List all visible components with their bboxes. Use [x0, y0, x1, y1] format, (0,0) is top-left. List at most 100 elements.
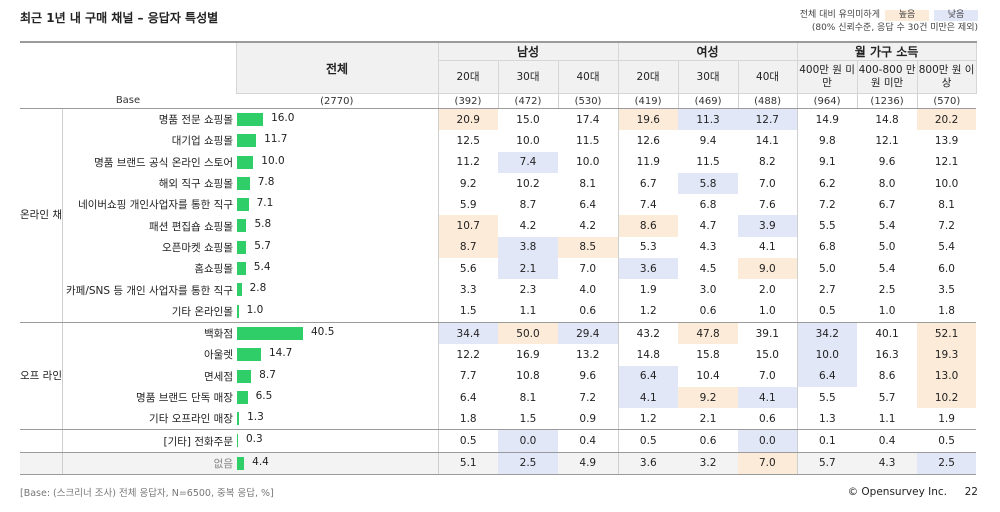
total-bar-cell: 2.8: [236, 279, 438, 300]
row-label: 면세점: [204, 370, 233, 383]
col-header: 40대: [737, 60, 798, 94]
table-row: 네이버쇼핑 개인사업자를 통한 직구 7.1 5.9 8.7 6.4 7.4 6.8 7.6 7…: [20, 194, 976, 216]
value-cell: 1.9: [617, 279, 679, 301]
value-cell: 8.2: [758, 156, 776, 169]
total-bar: [237, 134, 257, 148]
value-cell: 5.8: [678, 172, 739, 195]
value-cell: 0.4: [857, 429, 918, 453]
table-row: 패션 편집숍 쇼핑몰 5.8 10.7 4.2 4.2 8.6 4.7 3.9 5.5 5.4 7.…: [20, 215, 976, 237]
value-cell: 12.5: [437, 130, 498, 152]
value-cell: 20.2: [917, 108, 977, 131]
value-cell: 8.6: [617, 215, 679, 237]
value-cell: 19.3: [917, 344, 977, 366]
value-cell: 3.9: [738, 215, 798, 237]
header-blank: [20, 41, 236, 94]
value-cell: 2.1: [498, 258, 558, 280]
group-header-income: 월 가구 소득: [796, 41, 977, 61]
value-cell: 10.8: [516, 370, 540, 383]
significance-legend: 전체 대비 유의미하게 높음 낮음 (80% 신뢰수준, 응답 수 30건 미만…: [800, 9, 978, 35]
row-label: 없음: [62, 452, 236, 476]
value-cell: 47.8: [678, 322, 739, 345]
table-row: [기타] 전화주문 0.3 0.5 0.0 0.4 0.5 0.6 0.0 0.1 0.4 0.5: [20, 429, 977, 453]
value-cell: 3.6: [617, 258, 679, 280]
purchase-channel-table: 전체 남성 여성 월 가구 소득 20대 30대 40대 20대 30대 40대…: [20, 41, 977, 476]
base-total: (2770): [236, 93, 438, 109]
table-row: 기타 온라인몰 1.0 1.5 1.1 0.6 1.2 0.6 1.0 0.5 1.0 1.8: [20, 300, 977, 323]
value-cell: 11.5: [576, 134, 600, 147]
base-value: (472): [497, 93, 558, 109]
value-cell: 34.2: [796, 322, 858, 345]
total-bar-cell: 7.8: [236, 173, 438, 194]
value-cell: 5.1: [437, 452, 498, 476]
footnote: [Base: (스크리너 조사) 전체 응답자, N=6500, 중복 응답, …: [20, 488, 274, 499]
value-cell: 4.2: [519, 220, 537, 233]
table-row: 아울렛 14.7 12.2 16.9 13.2 14.8 15.8 15.0 10.0 16.3 1…: [20, 344, 977, 366]
value-cell: 1.2: [617, 408, 679, 431]
value-cell: 52.1: [917, 322, 977, 345]
value-cell: 5.5: [796, 386, 858, 409]
row-label: 대기업 쇼핑몰: [171, 135, 233, 148]
value-cell: 7.0: [758, 177, 776, 190]
blank-cell: [20, 429, 63, 453]
value-cell: 5.9: [437, 194, 498, 216]
total-bar: [237, 240, 247, 254]
value-cell: 6.7: [617, 172, 679, 195]
row-label: [기타] 전화주문: [62, 429, 236, 453]
value-cell: 0.9: [558, 408, 619, 431]
value-cell: 7.2: [796, 194, 858, 216]
legend-high-swatch: 높음: [885, 10, 929, 21]
value-cell: 15.0: [516, 113, 540, 126]
value-cell: 0.6: [558, 300, 619, 323]
value-cell: 20.9: [437, 108, 498, 131]
total-bar: [237, 369, 252, 383]
value-cell: 2.3: [519, 284, 537, 297]
row-label: 오픈마켓 쇼핑몰: [162, 241, 233, 254]
row-label: 카페/SNS 등 개인 사업자를 통한 직구: [66, 284, 233, 297]
value-cell: 12.6: [617, 130, 679, 152]
row-label: 명품 전문 쇼핑몰: [158, 114, 233, 127]
value-cell: 10.0: [516, 134, 540, 147]
value-cell: 12.1: [875, 134, 899, 147]
value-cell: 3.0: [699, 284, 717, 297]
total-value: 4.4: [252, 455, 269, 468]
value-cell: 3.5: [938, 284, 955, 297]
value-cell: 13.9: [934, 134, 959, 147]
value-cell: 7.4: [498, 151, 558, 173]
value-cell: 9.6: [878, 156, 896, 169]
total-value: 2.8: [249, 282, 267, 295]
value-cell: 7.4: [617, 194, 679, 216]
value-cell: 8.0: [878, 177, 896, 190]
value-cell: 6.8: [796, 236, 858, 259]
value-cell: 5.4: [878, 262, 896, 275]
value-cell: 0.5: [617, 429, 679, 453]
row-label: 명품 브랜드 단독 매장: [136, 392, 233, 404]
value-cell: 12.7: [738, 108, 798, 131]
total-value: 5.4: [253, 261, 271, 274]
value-cell: 14.8: [617, 344, 679, 366]
total-bar-cell: 5.8: [236, 215, 438, 236]
value-cell: 4.5: [699, 262, 717, 275]
value-cell: 1.8: [917, 300, 977, 323]
total-value: 7.1: [256, 197, 274, 210]
value-cell: 8.6: [878, 370, 896, 383]
total-bar: [237, 219, 247, 233]
value-cell: 16.3: [875, 348, 899, 361]
value-cell: 5.7: [796, 452, 858, 476]
value-cell: 9.1: [796, 151, 858, 173]
row-label: 홈쇼핑몰: [194, 263, 233, 276]
value-cell: 10.2: [516, 177, 540, 190]
total-bar-cell: 5.4: [236, 258, 438, 279]
row-label: 네이버쇼핑 개인사업자를 통한 직구: [78, 199, 233, 212]
value-cell: 1.5: [437, 300, 498, 323]
value-cell: 5.7: [878, 391, 896, 404]
total-value: 5.8: [254, 218, 272, 231]
value-cell: 14.1: [755, 134, 779, 147]
total-value: 16.0: [271, 112, 295, 124]
value-cell: 5.3: [617, 236, 679, 259]
row-label: 패션 편집숍 쇼핑몰: [149, 220, 233, 233]
value-cell: 19.6: [617, 108, 679, 131]
base-value: (488): [737, 93, 798, 109]
total-bar: [237, 390, 248, 404]
total-value: 11.7: [264, 133, 288, 146]
table-row: 면세점 8.7 7.7 10.8 9.6 6.4 10.4 7.0 6.4 8.6 13.0: [20, 365, 977, 387]
